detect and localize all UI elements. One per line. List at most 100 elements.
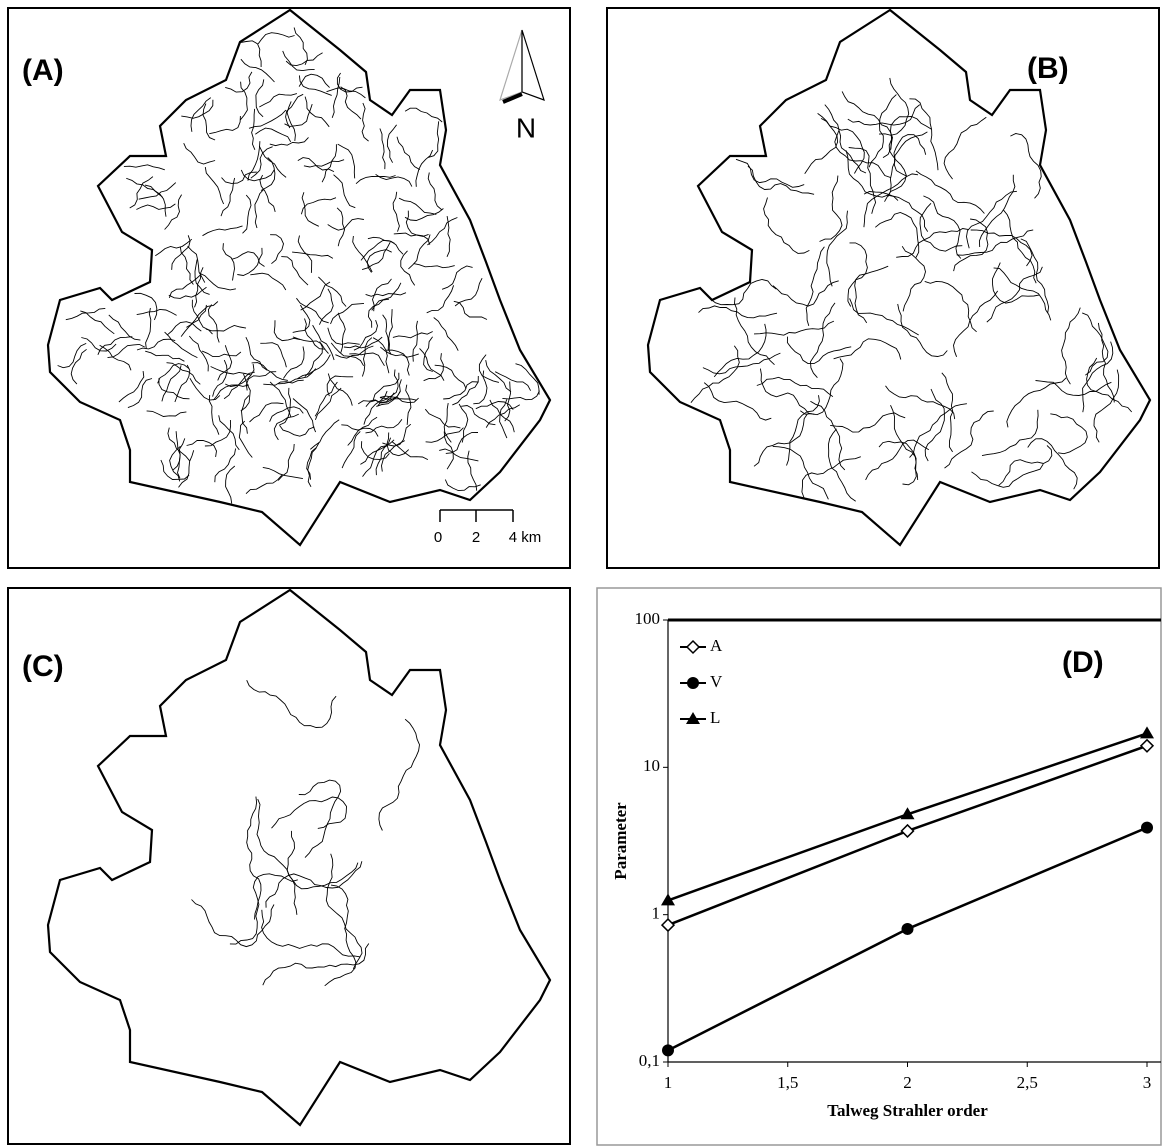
stream — [901, 245, 926, 312]
stream — [759, 368, 815, 415]
scale-label: 4 km — [509, 529, 542, 546]
stream — [441, 265, 473, 290]
stream — [326, 87, 366, 99]
stream — [398, 197, 437, 215]
stream — [363, 390, 388, 425]
stream — [333, 174, 356, 209]
stream — [810, 400, 846, 471]
stream — [734, 297, 775, 366]
marker — [900, 823, 915, 839]
stream — [953, 218, 989, 272]
stream — [978, 174, 1016, 248]
stream — [298, 779, 342, 858]
stream — [703, 382, 772, 421]
stream — [259, 174, 276, 213]
stream — [360, 441, 390, 460]
stream — [202, 225, 243, 237]
stream — [327, 327, 360, 345]
stream — [735, 158, 805, 188]
stream — [400, 250, 416, 286]
stream — [804, 113, 839, 174]
stream — [884, 133, 907, 202]
stream — [897, 303, 948, 357]
stream — [408, 234, 431, 270]
stream — [1003, 209, 1037, 284]
stream — [180, 304, 207, 337]
stream — [361, 102, 369, 142]
stream — [443, 403, 452, 443]
stream — [209, 115, 241, 135]
stream — [424, 408, 461, 429]
stream — [281, 256, 309, 286]
stream — [331, 76, 341, 118]
stream — [285, 93, 304, 129]
stream — [863, 191, 929, 232]
stream — [504, 381, 511, 422]
stream — [439, 448, 479, 462]
stream — [713, 323, 767, 378]
stream — [300, 281, 331, 311]
legend-label: V — [710, 672, 723, 691]
stream — [341, 431, 361, 469]
marker — [660, 918, 676, 933]
stream — [433, 317, 459, 351]
stream — [353, 319, 378, 351]
stream — [367, 298, 390, 328]
stream — [118, 371, 145, 403]
stream — [208, 394, 220, 435]
stream — [240, 81, 248, 121]
stream — [1061, 307, 1081, 385]
stream — [391, 441, 429, 461]
panel-frame — [7, 7, 571, 569]
y-tick-label: 1 — [652, 904, 661, 923]
stream — [810, 302, 836, 378]
stream — [847, 104, 921, 126]
stream — [772, 280, 839, 307]
stream — [212, 359, 228, 397]
stream — [698, 305, 778, 319]
stream — [887, 131, 928, 197]
stream — [423, 336, 433, 372]
stream — [138, 182, 177, 200]
stream — [830, 412, 906, 433]
stream — [819, 175, 843, 242]
stream — [298, 75, 332, 96]
stream — [393, 232, 431, 245]
stream — [178, 450, 195, 488]
x-tick-label: 3 — [1143, 1073, 1152, 1092]
stream — [168, 273, 202, 299]
stream — [285, 52, 323, 67]
stream — [202, 103, 216, 141]
stream — [854, 265, 889, 324]
stream — [286, 101, 296, 141]
stream — [786, 395, 820, 466]
stream — [292, 304, 311, 333]
stream — [753, 413, 808, 467]
stream — [365, 390, 401, 407]
stream — [372, 372, 400, 401]
stream — [360, 437, 392, 465]
stream — [336, 207, 346, 247]
stream — [314, 387, 342, 420]
stream — [361, 337, 373, 377]
stream — [297, 157, 335, 173]
stream — [194, 259, 210, 295]
scale-label: 2 — [472, 529, 480, 546]
stream — [992, 262, 1040, 304]
stream — [240, 40, 262, 67]
stream — [240, 58, 275, 83]
marker — [687, 677, 699, 689]
stream — [318, 276, 347, 307]
stream — [207, 304, 220, 343]
stream — [371, 282, 402, 311]
stream — [136, 338, 176, 351]
stream — [279, 424, 315, 437]
stream — [246, 680, 337, 728]
stream — [473, 370, 488, 405]
y-axis-title: Parameter — [611, 802, 630, 880]
stream — [246, 796, 262, 920]
stream — [326, 375, 354, 397]
marker — [900, 807, 915, 820]
stream — [144, 184, 167, 217]
stream — [875, 212, 920, 258]
